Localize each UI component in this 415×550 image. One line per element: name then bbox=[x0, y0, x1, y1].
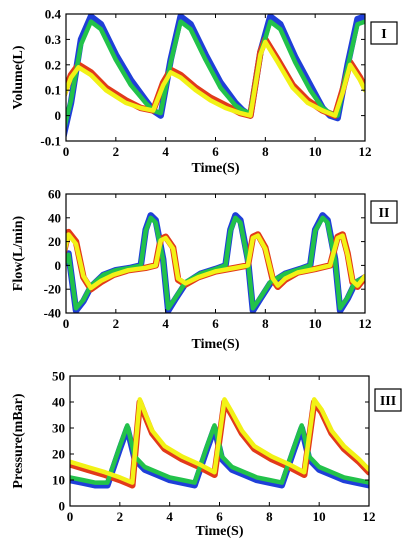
x-tick-label: 4 bbox=[166, 509, 173, 524]
x-tick-label: 8 bbox=[262, 316, 269, 331]
x-tick-label: 6 bbox=[216, 509, 223, 524]
panel-label-box bbox=[370, 21, 398, 45]
series-line-yellow bbox=[70, 397, 369, 485]
series-group bbox=[66, 212, 365, 313]
x-tick-label: 2 bbox=[113, 316, 120, 331]
panel-label: III bbox=[380, 394, 396, 409]
x-tick-label: 12 bbox=[359, 316, 372, 331]
x-tick-label: 4 bbox=[162, 316, 169, 331]
x-tick-label: 8 bbox=[262, 144, 269, 159]
x-tick-label: 0 bbox=[63, 316, 70, 331]
chart-panel-2: 0 2 4 6 8 10 12 -40 -20 0 20 40 60 Time(S) Flow(L/min)… bbox=[11, 187, 398, 352]
series-group bbox=[66, 14, 365, 138]
y-tick-label: 20 bbox=[48, 234, 61, 249]
y-tick-label: 60 bbox=[48, 187, 61, 202]
series-line-yellow bbox=[66, 39, 365, 118]
y-tick-label: 0 bbox=[59, 499, 66, 514]
x-tick-label: 6 bbox=[212, 144, 219, 159]
y-axis-label: Pressure(mBar) bbox=[11, 393, 26, 488]
axes-frame bbox=[65, 193, 366, 314]
y-tick-label: 10 bbox=[52, 473, 65, 488]
series-line-green bbox=[66, 215, 365, 311]
y-tick-label: 0.4 bbox=[45, 7, 62, 22]
x-tick-label: 2 bbox=[113, 144, 120, 159]
y-tick-label: 30 bbox=[52, 421, 65, 436]
x-axis-label: Time(S) bbox=[192, 337, 240, 352]
x-tick-label: 10 bbox=[309, 316, 322, 331]
y-tick-label: 40 bbox=[48, 210, 61, 225]
y-axis-label: Flow(L/min) bbox=[11, 215, 26, 291]
y-tick-label: -0.1 bbox=[40, 134, 61, 149]
x-tick-label: 0 bbox=[63, 144, 70, 159]
x-tick-label: 8 bbox=[266, 509, 273, 524]
y-tick-label: 50 bbox=[52, 369, 65, 384]
y-tick-label: 0.2 bbox=[45, 57, 61, 72]
panel-label-box bbox=[374, 388, 402, 412]
x-tick-label: 6 bbox=[212, 316, 219, 331]
y-tick-label: 0 bbox=[55, 258, 62, 273]
panel-label: I bbox=[381, 27, 386, 42]
y-tick-label: 40 bbox=[52, 395, 65, 410]
chart-panel-3: 0 2 4 6 8 10 12 0 10 20 30 40 50 Time(S) Pressure(mBar… bbox=[11, 369, 402, 539]
y-tick-label: 0 bbox=[55, 108, 62, 123]
x-tick-label: 10 bbox=[309, 144, 322, 159]
y-axis-label: Volume(L) bbox=[11, 45, 26, 109]
x-axis-label: Time(S) bbox=[192, 161, 240, 176]
x-tick-label: 2 bbox=[117, 509, 124, 524]
y-tick-label: 0.3 bbox=[45, 32, 62, 47]
y-tick-label: 0.1 bbox=[45, 83, 61, 98]
y-tick-label: -20 bbox=[44, 282, 61, 297]
x-tick-label: 4 bbox=[162, 144, 169, 159]
series-group bbox=[70, 397, 369, 489]
y-tick-label: 20 bbox=[52, 447, 65, 462]
y-tick-label: -40 bbox=[44, 306, 61, 321]
x-tick-label: 12 bbox=[363, 509, 376, 524]
series-line-red bbox=[66, 228, 365, 293]
panel-label: II bbox=[379, 206, 390, 221]
x-tick-label: 10 bbox=[313, 509, 326, 524]
panel-label-box bbox=[370, 200, 398, 224]
x-tick-label: 0 bbox=[67, 509, 74, 524]
x-tick-label: 12 bbox=[359, 144, 372, 159]
series-line-yellow bbox=[66, 232, 365, 291]
chart-panel-1: 0 2 4 6 8 10 12-0.100.10.20.30.4Time(S)Volume(… bbox=[11, 7, 398, 176]
x-axis-label: Time(S) bbox=[196, 524, 244, 539]
series-line-blue bbox=[66, 212, 365, 313]
